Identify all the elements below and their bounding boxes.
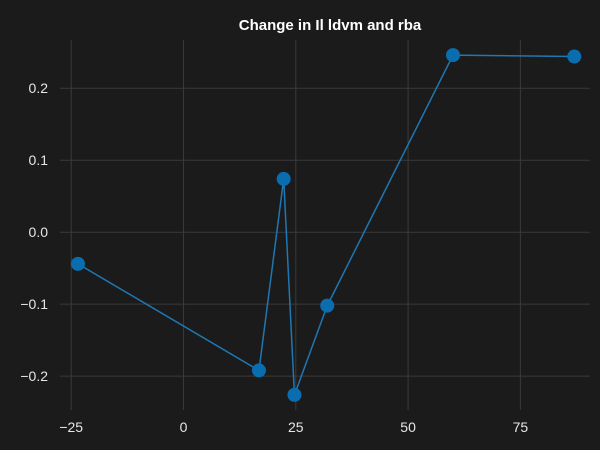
chart-title: Change in Il ldvm and rba bbox=[239, 17, 422, 34]
series-group bbox=[70, 48, 582, 402]
data-point bbox=[287, 387, 302, 402]
y-gridlines bbox=[60, 87, 590, 377]
y-tick-label: 0.2 bbox=[29, 80, 49, 96]
data-point bbox=[320, 298, 335, 313]
x-tick-label: 25 bbox=[288, 419, 304, 435]
x-tick-label: 0 bbox=[180, 419, 188, 435]
y-tick-label: −0.1 bbox=[20, 296, 48, 312]
series-line bbox=[77, 54, 575, 396]
x-tick-labels: −25 0 25 50 75 bbox=[59, 419, 528, 435]
data-point bbox=[567, 49, 582, 64]
x-gridlines bbox=[70, 40, 521, 410]
data-point bbox=[251, 363, 266, 378]
y-tick-label: −0.2 bbox=[20, 368, 48, 384]
x-tick-label: 50 bbox=[400, 419, 416, 435]
x-tick-label: 75 bbox=[513, 419, 529, 435]
data-point bbox=[446, 48, 461, 63]
y-tick-label: 0.1 bbox=[29, 152, 49, 168]
x-tick-label: −25 bbox=[59, 419, 83, 435]
data-point bbox=[276, 171, 291, 186]
data-point bbox=[70, 256, 85, 271]
y-tick-label: 0.0 bbox=[29, 224, 49, 240]
y-tick-labels: −0.2 −0.1 0.0 0.1 0.2 bbox=[20, 80, 48, 384]
